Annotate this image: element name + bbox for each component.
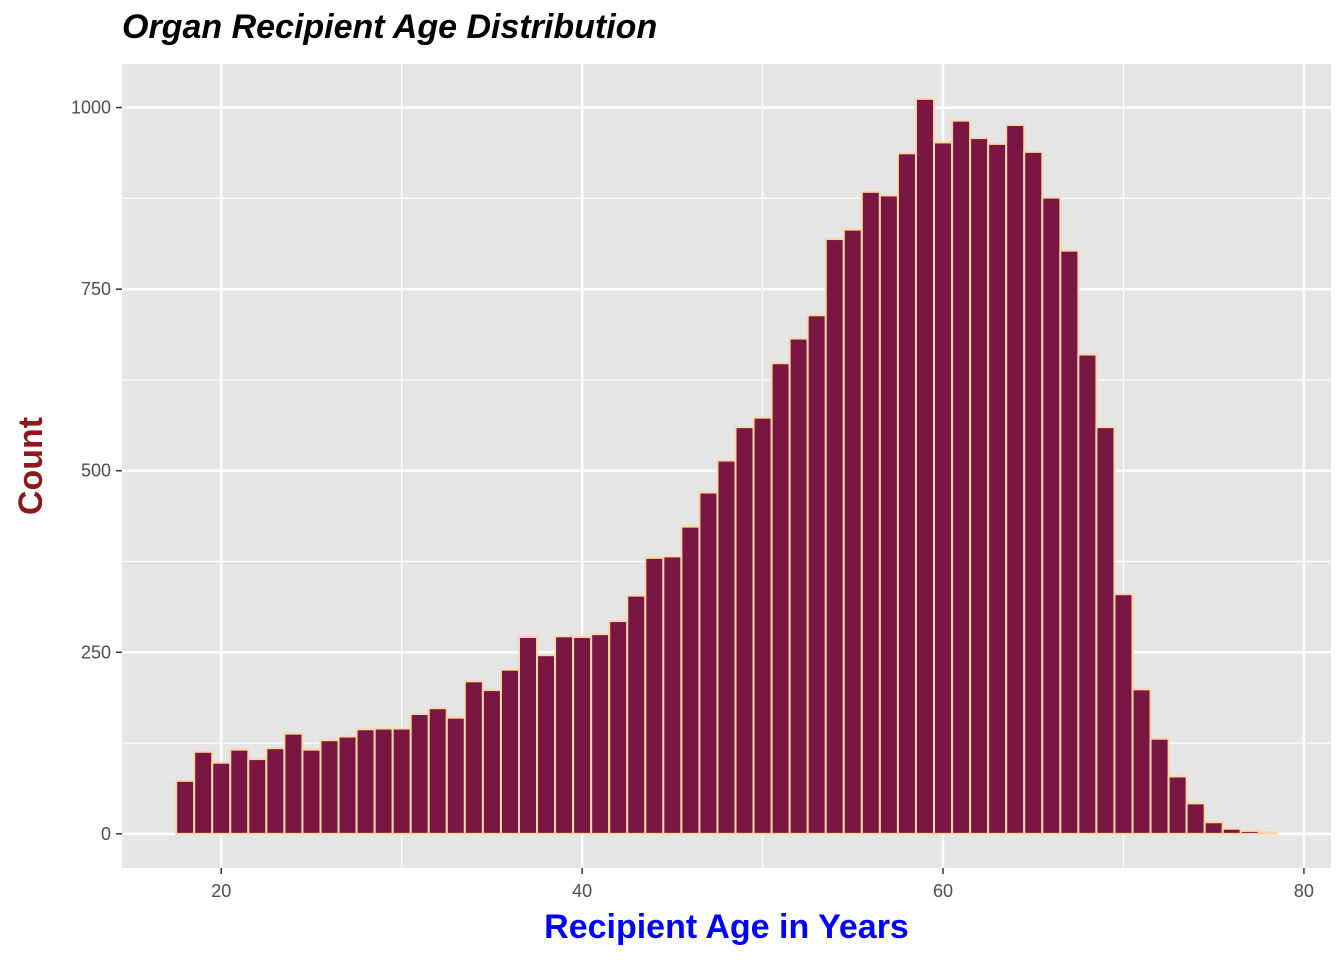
histogram-bar xyxy=(1131,688,1152,835)
chart-title: Organ Recipient Age Distribution xyxy=(122,8,658,46)
histogram-bar xyxy=(211,761,232,835)
histogram-bar xyxy=(788,337,809,835)
histogram-bar xyxy=(662,555,683,835)
histogram-bar xyxy=(1257,831,1278,835)
histogram-bar xyxy=(1185,802,1206,835)
histogram-bar xyxy=(1239,829,1260,835)
x-axis-title: Recipient Age in Years xyxy=(544,908,909,946)
histogram-bar xyxy=(933,141,954,835)
histogram-bar xyxy=(337,735,358,835)
histogram-bar xyxy=(409,713,430,835)
histogram-bar xyxy=(283,732,304,835)
histogram-bar xyxy=(445,716,466,835)
histogram-bar xyxy=(175,779,196,835)
x-tick-label: 40 xyxy=(572,881,592,901)
histogram-bar xyxy=(355,728,376,835)
histogram-bar xyxy=(1059,249,1080,835)
histogram-bar xyxy=(1095,426,1116,835)
histogram-bar xyxy=(1005,124,1026,835)
histogram-bar xyxy=(301,748,322,835)
y-tick-label: 750 xyxy=(81,279,111,299)
histogram-bar xyxy=(734,426,755,835)
histogram-bar xyxy=(590,633,611,835)
histogram-bar xyxy=(481,689,502,835)
histogram-bar xyxy=(806,314,827,835)
histogram-bar xyxy=(824,238,845,835)
histogram-bar xyxy=(1167,775,1188,835)
histogram-bar xyxy=(229,748,250,835)
y-tick-label: 1000 xyxy=(71,98,111,118)
histogram-bar xyxy=(1203,821,1224,835)
histogram-bar xyxy=(914,97,936,835)
histogram-bar xyxy=(193,750,214,835)
histogram-bar xyxy=(499,668,520,835)
histogram-bar xyxy=(969,137,990,835)
histogram-bar xyxy=(698,491,719,835)
histogram-bar xyxy=(373,727,394,835)
histogram-bars xyxy=(175,97,1278,835)
histogram-bar xyxy=(247,758,268,835)
histogram-bar xyxy=(391,727,412,835)
y-axis-ticks: 0 250 500 750 1000 xyxy=(71,98,122,844)
histogram-bar xyxy=(860,190,881,835)
histogram-bar xyxy=(1221,827,1242,835)
y-tick-label: 500 xyxy=(81,461,111,481)
histogram-bar xyxy=(680,525,701,835)
histogram-bar xyxy=(987,142,1008,835)
histogram-bar xyxy=(463,680,484,835)
histogram-bar xyxy=(1077,353,1098,835)
histogram-bar xyxy=(842,228,863,835)
histogram-bar xyxy=(1149,737,1170,835)
histogram-bar xyxy=(626,594,647,835)
histogram-bar xyxy=(265,747,286,835)
y-tick-label: 0 xyxy=(101,824,111,844)
histogram-bar xyxy=(1023,150,1044,835)
y-axis-title: Count xyxy=(12,417,50,515)
histogram-bar xyxy=(1113,593,1134,835)
histogram-bar xyxy=(896,152,917,835)
x-tick-label: 80 xyxy=(1294,881,1314,901)
histogram-bar xyxy=(752,416,773,835)
histogram-bar xyxy=(770,362,791,835)
histogram-bar xyxy=(536,654,557,835)
histogram-bar xyxy=(517,636,539,835)
histogram-bar xyxy=(554,635,575,835)
y-tick-label: 250 xyxy=(81,642,111,662)
x-tick-label: 60 xyxy=(933,881,953,901)
histogram-bar xyxy=(319,739,340,835)
x-axis-ticks: 20 40 60 80 xyxy=(211,868,1314,901)
histogram-bar xyxy=(644,556,665,835)
histogram-bar xyxy=(572,636,593,835)
histogram-bar xyxy=(1041,196,1062,835)
x-tick-label: 20 xyxy=(211,881,231,901)
histogram-bar xyxy=(951,119,972,835)
histogram-bar xyxy=(608,620,629,835)
histogram-bar xyxy=(878,194,899,835)
histogram-bar xyxy=(716,459,737,835)
histogram-bar xyxy=(427,707,448,835)
